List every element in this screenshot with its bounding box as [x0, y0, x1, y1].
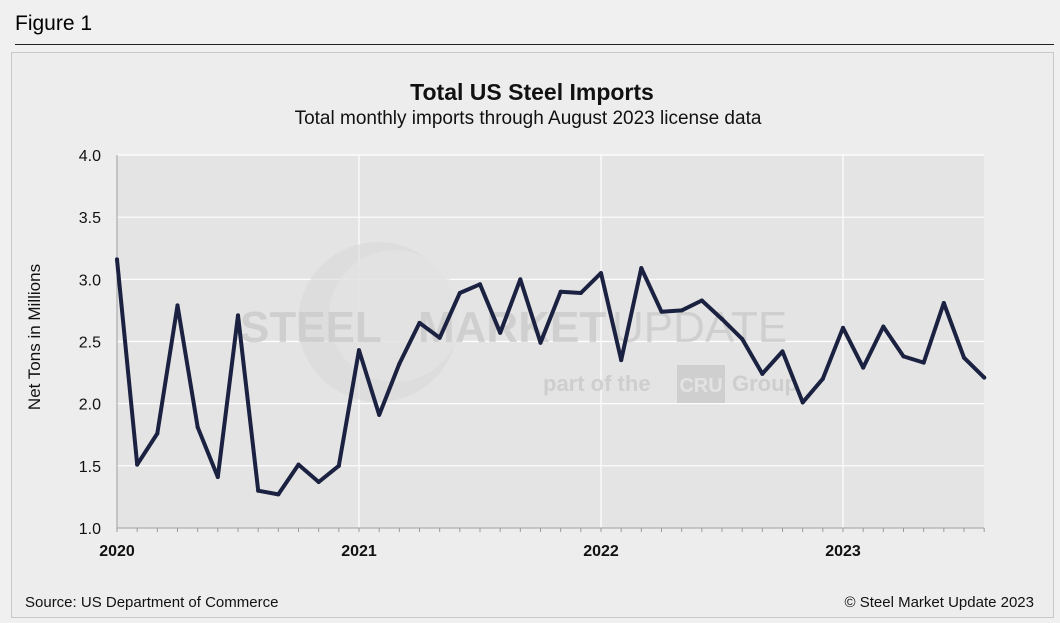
- y-tick-label: 3.5: [79, 210, 101, 227]
- figure-label: Figure 1: [15, 12, 93, 35]
- data-point-3: [175, 303, 180, 308]
- chart-title: Total US Steel Imports: [410, 79, 654, 105]
- x-tick-label-2021: 2021: [341, 543, 377, 560]
- data-point-5: [215, 475, 220, 480]
- data-point-11: [336, 463, 341, 468]
- data-point-27: [659, 309, 664, 314]
- data-point-8: [276, 492, 281, 497]
- data-point-19: [498, 330, 503, 335]
- data-point-38: [881, 324, 886, 329]
- x-tick-label-2022: 2022: [583, 543, 619, 560]
- figure-divider: [15, 44, 1054, 45]
- data-point-41: [941, 300, 946, 305]
- data-point-35: [820, 376, 825, 381]
- source-note: Source: US Department of Commerce: [25, 594, 278, 611]
- data-point-10: [316, 479, 321, 484]
- watermark: STEEL MARKET UPDATE part of the CRU Grou…: [240, 242, 798, 403]
- watermark-word-market: MARKET: [418, 303, 606, 352]
- data-point-16: [437, 335, 442, 340]
- data-point-22: [558, 289, 563, 294]
- watermark-tagline-prefix: part of the: [543, 371, 651, 396]
- y-tick-label: 2.5: [79, 335, 101, 352]
- data-point-2: [155, 431, 160, 436]
- data-point-33: [780, 349, 785, 354]
- data-point-14: [397, 361, 402, 366]
- data-point-4: [195, 425, 200, 430]
- watermark-word-update: UPDATE: [612, 303, 787, 352]
- data-point-37: [861, 365, 866, 370]
- x-tick-label-2023: 2023: [825, 543, 861, 560]
- chart-subtitle: Total monthly imports through August 202…: [295, 108, 762, 129]
- data-point-1: [135, 462, 140, 467]
- data-point-30: [720, 317, 724, 322]
- data-point-15: [417, 320, 422, 325]
- data-point-24: [599, 271, 603, 276]
- watermark-cru-logo: [677, 365, 725, 403]
- data-point-7: [256, 488, 261, 493]
- copyright-note: © Steel Market Update 2023: [845, 594, 1035, 611]
- watermark-word-steel: STEEL: [240, 303, 382, 352]
- data-point-34: [800, 400, 805, 405]
- data-point-9: [296, 462, 301, 467]
- y-tick-label: 4.0: [79, 148, 101, 165]
- data-point-17: [457, 291, 462, 296]
- x-tick-label-2020: 2020: [99, 543, 135, 560]
- data-point-13: [377, 412, 382, 417]
- grid-lines: [116, 154, 985, 532]
- data-point-29: [699, 298, 704, 303]
- data-point-40: [921, 360, 926, 365]
- y-axis-ticks: 1.0 1.5 2.0 2.5 3.0 3.5 4.0: [79, 148, 101, 538]
- data-point-28: [679, 308, 684, 313]
- data-point-21: [538, 340, 543, 345]
- data-point-39: [901, 354, 906, 359]
- data-point-23: [578, 291, 583, 296]
- data-point-0: [115, 257, 119, 262]
- data-point-25: [619, 358, 624, 363]
- data-point-18: [478, 282, 482, 287]
- data-point-6: [236, 313, 240, 318]
- data-point-42: [962, 355, 966, 360]
- data-point-32: [760, 371, 765, 376]
- y-tick-label: 1.0: [79, 521, 101, 538]
- y-tick-label: 2.0: [79, 397, 101, 414]
- data-point-12: [357, 348, 361, 353]
- watermark-cru-text: CRU: [679, 375, 722, 397]
- data-point-20: [518, 277, 523, 282]
- y-axis-label: Net Tons in Millions: [25, 264, 44, 410]
- data-point-36: [841, 325, 845, 330]
- data-point-43: [982, 375, 987, 380]
- series-line-total-imports: [115, 257, 987, 497]
- watermark-tagline-suffix: Group: [732, 371, 798, 396]
- watermark-globe-highlight: [329, 250, 461, 382]
- y-tick-label: 1.5: [79, 459, 101, 476]
- y-tick-label: 3.0: [79, 272, 101, 289]
- series-points: [115, 257, 987, 497]
- data-point-26: [639, 266, 644, 271]
- data-point-31: [740, 337, 745, 342]
- x-axis-ticks: 2020 2021 2022 2023: [99, 543, 861, 560]
